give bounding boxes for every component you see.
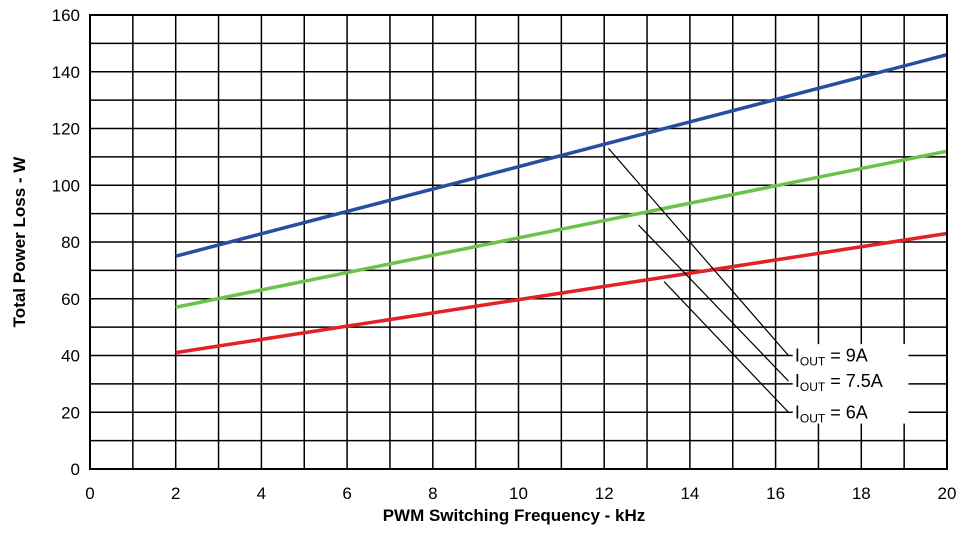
y-axis-title: Total Power Loss - W	[10, 156, 29, 328]
x-tick-label: 14	[680, 484, 699, 503]
y-tick-label: 120	[52, 120, 80, 139]
x-tick-label: 0	[85, 484, 94, 503]
x-tick-label: 20	[938, 484, 957, 503]
y-tick-label: 60	[61, 290, 80, 309]
series-line-0	[175, 53, 948, 258]
y-tick-label: 0	[71, 460, 80, 479]
grid	[90, 15, 947, 469]
x-tick-label: 18	[852, 484, 871, 503]
x-tick-label: 6	[342, 484, 351, 503]
x-tick-label: 4	[257, 484, 266, 503]
y-tick-label: 20	[61, 403, 80, 422]
leader-line-0	[608, 147, 789, 356]
annotation-backdrop	[792, 344, 909, 424]
leader-line-2	[663, 281, 789, 413]
plot-border	[89, 14, 948, 470]
x-tick-label: 8	[428, 484, 437, 503]
y-tick-labels: 0 20 40 60 80 100 120 140 160	[52, 6, 80, 479]
y-tick-label: 140	[52, 63, 80, 82]
x-tick-label: 16	[766, 484, 785, 503]
annotation-label-0: IOUT = 9A	[795, 346, 868, 369]
x-tick-label: 12	[595, 484, 614, 503]
leader-line-1	[638, 224, 789, 382]
x-tick-label: 2	[171, 484, 180, 503]
annotation-label-2: IOUT = 6A	[795, 402, 868, 425]
x-axis-title: PWM Switching Frequency - kHz	[383, 506, 646, 525]
x-tick-labels: 0 2 4 6 8 10 12 14 16 18 20	[85, 484, 956, 503]
series-layer	[175, 53, 948, 355]
y-tick-label: 160	[52, 6, 80, 25]
series-line-1	[175, 149, 948, 309]
y-tick-label: 80	[61, 233, 80, 252]
x-tick-label: 10	[509, 484, 528, 503]
annotation-label-1: IOUT = 7.5A	[795, 371, 883, 394]
y-tick-label: 100	[52, 176, 80, 195]
series-line-2	[175, 231, 948, 355]
y-tick-label: 40	[61, 347, 80, 366]
